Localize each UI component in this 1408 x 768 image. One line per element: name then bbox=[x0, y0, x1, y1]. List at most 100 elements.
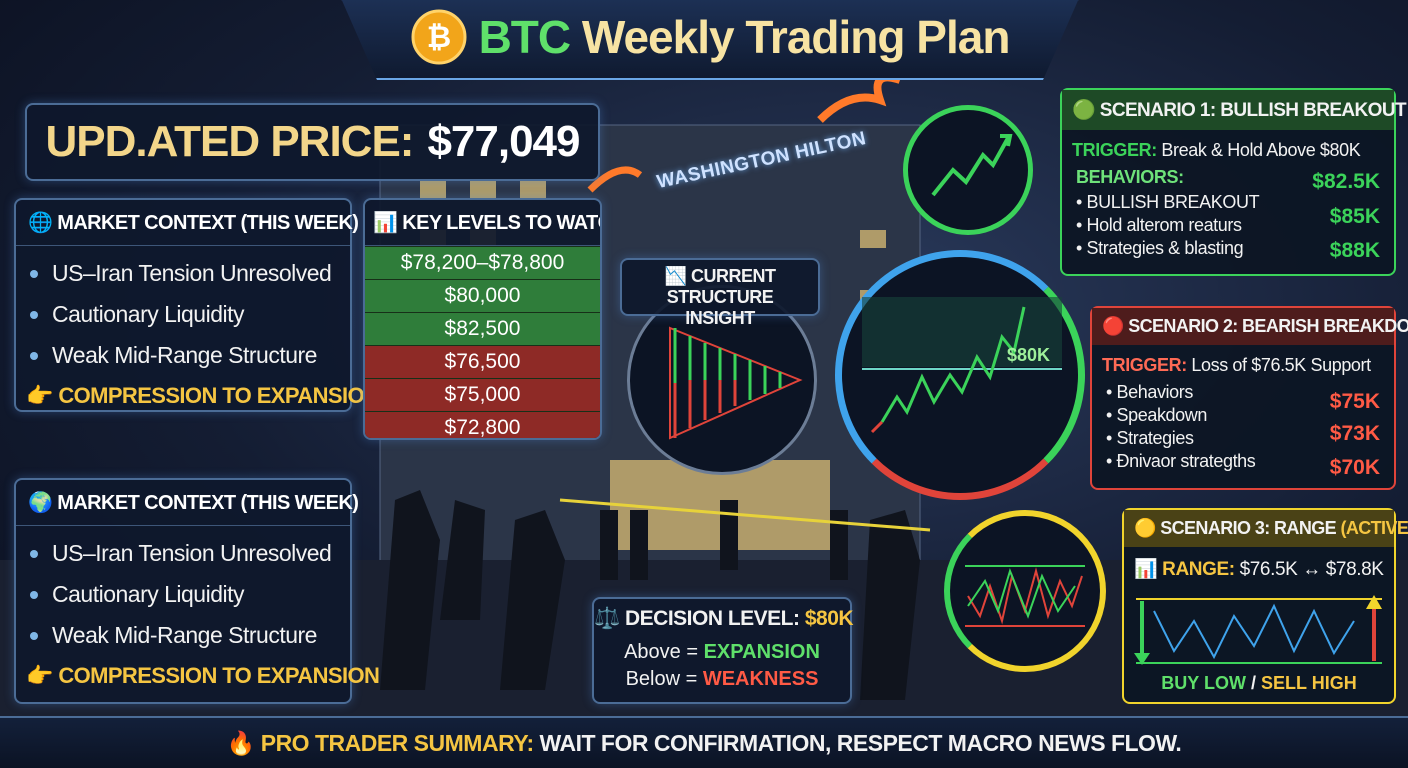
target: $85K bbox=[1329, 205, 1380, 228]
behavior-item: • Strategies bbox=[1106, 428, 1194, 448]
summary-bar: 🔥 PRO TRADER SUMMARY: WAIT FOR CONFIRMAT… bbox=[0, 716, 1408, 768]
bitcoin-icon: ₿ bbox=[411, 9, 467, 65]
bullish-mini-chart bbox=[931, 134, 1013, 197]
summary-label: PRO TRADER SUMMARY: bbox=[260, 729, 534, 756]
trigger-row: TRIGGER: Break & Hold Above $80K bbox=[1072, 140, 1384, 161]
scenario-1-title: SCENARIO 1: BULLISH BREAKOUT bbox=[1099, 100, 1407, 121]
decision-value: $80K bbox=[804, 607, 854, 630]
key-levels-list: $78,200–$78,800 $80,000 $82,500 $76,500 $75,… bbox=[365, 246, 600, 438]
behavior-text: Strategies & blasting bbox=[1086, 238, 1244, 258]
context-highlight: 👉 COMPRESSION TO EXPANSION bbox=[26, 383, 380, 408]
behavior-text: Ðnivaor strategths bbox=[1116, 451, 1256, 471]
decision-below: Below = WEAKNESS bbox=[594, 668, 850, 691]
context-item: Weak Mid-Range Structure bbox=[24, 342, 350, 369]
key-level: $72,800 bbox=[365, 411, 600, 438]
behaviors-title: BEHAVIORS: bbox=[1076, 167, 1184, 187]
context-title: MARKET CONTEXT (THIS WEEK) bbox=[57, 492, 359, 514]
range-advice: BUY LOW / SELL HIGH bbox=[1124, 673, 1394, 694]
triangle-chart bbox=[669, 326, 803, 440]
range-label: RANGE: bbox=[1162, 559, 1235, 580]
price-box: UPD.ATED PRICE: $77,049 bbox=[25, 103, 600, 181]
key-levels-title: KEY LEVELS TO WATCH bbox=[402, 212, 600, 234]
decision-panel: ⚖️ DECISION LEVEL: $80K Above = EXPANSIO… bbox=[592, 597, 854, 704]
key-level: $75,000 bbox=[365, 378, 600, 411]
panel-title: 🌐 MARKET CONTEXT (THIS WEEK) bbox=[16, 200, 359, 246]
separator: / bbox=[1250, 673, 1256, 693]
scenario-title: 🟢 SCENARIO 1: BULLISH BREAKOUT bbox=[1062, 90, 1407, 130]
target: $82.5K bbox=[1312, 170, 1380, 193]
scenario-title: 🔴 SCENARIO 2: BEARISH BREAKDOWN bbox=[1092, 308, 1408, 345]
sell-text: SELL HIGH bbox=[1261, 673, 1357, 693]
context-highlight: 👉 COMPRESSION TO EXPANSION bbox=[26, 663, 380, 688]
trigger-label: TRIGGER: bbox=[1102, 355, 1187, 375]
scenario-1-panel: 🟢 SCENARIO 1: BULLISH BREAKOUT TRIGGER: … bbox=[1060, 88, 1407, 276]
context-item: Cautionary Liquidity bbox=[24, 581, 350, 608]
context-highlight-text: COMPRESSION TO EXPANSION bbox=[58, 663, 380, 688]
behavior-text: Strategies bbox=[1116, 428, 1194, 448]
behavior-text: BULLISH BREAKOUT bbox=[1086, 192, 1260, 212]
behavior-item: • Speakdown bbox=[1106, 405, 1208, 425]
structure-label: 📉 CURRENT STRUCTURE INSIGHT bbox=[620, 258, 820, 328]
key-level: $78,200–$78,800 bbox=[365, 246, 600, 279]
scenario-2-title: SCENARIO 2: BEARISH BREAKDOWN bbox=[1128, 316, 1408, 336]
range-text: $76.5K ↔ $78.8K bbox=[1239, 559, 1384, 580]
scenario-2-panel: 🔴 SCENARIO 2: BEARISH BREAKDOWN TRIGGER:… bbox=[1090, 306, 1408, 490]
decision-above: Above = EXPANSION bbox=[594, 641, 850, 664]
title-banner: ₿ BTC Weekly Trading Plan bbox=[340, 0, 1080, 80]
context-title: MARKET CONTEXT (THIS WEEK) bbox=[57, 212, 359, 234]
buy-text: BUY LOW bbox=[1161, 673, 1246, 693]
key-levels-panel: 📊 KEY LEVELS TO WATCH $78,200–$78,800$80… bbox=[363, 198, 602, 440]
title-highlight: BTC bbox=[478, 11, 572, 63]
trigger-text: Break & Hold Above $80K bbox=[1161, 140, 1361, 160]
key-level: $80,000 bbox=[365, 279, 600, 312]
behavior-item: • Behaviors bbox=[1106, 382, 1194, 402]
behavior-text: Behaviors bbox=[1116, 382, 1194, 402]
price-value: $77,049 bbox=[427, 117, 580, 166]
range-row: 📊 RANGE: $76.5K ↔ $78.8K bbox=[1134, 559, 1384, 580]
title: BTC Weekly Trading Plan bbox=[478, 10, 1011, 64]
context-item: Cautionary Liquidity bbox=[24, 301, 350, 328]
context-highlight-text: COMPRESSION TO EXPANSION bbox=[58, 383, 380, 408]
scenario-title: 🟡 SCENARIO 3: RANGE (ACTIVE) bbox=[1124, 510, 1408, 547]
decision-title: ⚖️ DECISION LEVEL: $80K bbox=[594, 607, 854, 630]
trigger-label: TRIGGER: bbox=[1072, 140, 1157, 160]
center-chart-label: $80K bbox=[1007, 345, 1051, 365]
decision-label: DECISION LEVEL: bbox=[624, 607, 800, 630]
price-label: UPD.ATED PRICE: bbox=[45, 117, 414, 166]
context-item: US–Iran Tension Unresolved bbox=[24, 260, 350, 287]
scenario-3-tag: (ACTIVE) bbox=[1340, 518, 1408, 538]
range-circle bbox=[944, 510, 1106, 672]
svg-text:₿: ₿ bbox=[426, 20, 450, 55]
scenario-3-title: SCENARIO 3: RANGE bbox=[1160, 518, 1337, 538]
behavior-item: • BULLISH BREAKOUT bbox=[1076, 192, 1260, 212]
target: $88K bbox=[1329, 239, 1380, 262]
behavior-text: Speakdown bbox=[1116, 405, 1208, 425]
behavior-item: • Ðnivaor strategths bbox=[1106, 451, 1256, 471]
bullish-circle bbox=[903, 105, 1033, 235]
above-value: EXPANSION bbox=[703, 641, 820, 663]
below-value: WEAKNESS bbox=[702, 668, 819, 690]
key-level: $76,500 bbox=[365, 345, 600, 378]
panel-title: 🌍 MARKET CONTEXT (THIS WEEK) bbox=[16, 480, 359, 526]
context-panel: 🌍 MARKET CONTEXT (THIS WEEK) US–Iran Ten… bbox=[14, 478, 380, 704]
trigger-text: Loss of $76.5K Support bbox=[1191, 355, 1371, 375]
target: $75K bbox=[1329, 390, 1380, 413]
scenario-3-panel: 🟡 SCENARIO 3: RANGE (ACTIVE) 📊 RANGE: $7… bbox=[1122, 508, 1408, 704]
target: $73K bbox=[1329, 422, 1380, 445]
key-level: $82,500 bbox=[365, 312, 600, 345]
context-item: Weak Mid-Range Structure bbox=[24, 622, 350, 649]
main-chart bbox=[862, 297, 1062, 434]
behavior-text: Hold alterom reaturs bbox=[1086, 215, 1242, 235]
context-item: US–Iran Tension Unresolved bbox=[24, 540, 350, 567]
behavior-item: • Hold alterom reaturs bbox=[1076, 215, 1242, 235]
behavior-item: • Strategies & blasting bbox=[1076, 238, 1244, 258]
context-panel: 🌐 MARKET CONTEXT (THIS WEEK) US–Iran Ten… bbox=[14, 198, 380, 412]
range-mini-chart bbox=[965, 565, 1085, 627]
main-circle: $80K bbox=[835, 250, 1085, 500]
range-chart bbox=[1134, 595, 1382, 665]
title-text: Weekly Trading Plan bbox=[581, 11, 1011, 63]
summary-text: WAIT FOR CONFIRMATION, RESPECT MACRO NEW… bbox=[539, 729, 1182, 756]
structure-title: CURRENT STRUCTURE INSIGHT bbox=[666, 266, 776, 328]
below-label: Below = bbox=[625, 668, 698, 690]
